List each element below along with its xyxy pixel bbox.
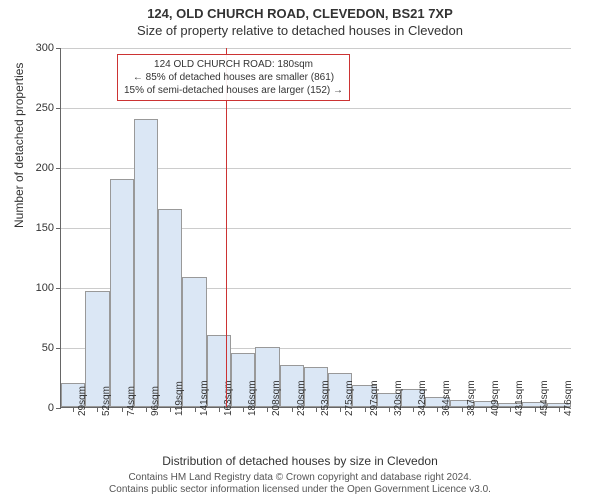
histogram-bar [158,209,182,407]
x-tick-label: 320sqm [393,380,404,416]
y-tick [56,228,61,229]
y-tick-label: 50 [14,342,54,354]
y-tick [56,348,61,349]
x-tick [122,407,123,412]
x-tick-label: 96sqm [150,386,161,416]
y-tick [56,108,61,109]
x-tick-label: 431sqm [514,380,525,416]
y-tick-label: 300 [14,42,54,54]
x-tick [170,407,171,412]
x-tick [292,407,293,412]
page-title: 124, OLD CHURCH ROAD, CLEVEDON, BS21 7XP [0,0,600,21]
y-tick-label: 150 [14,222,54,234]
y-tick-label: 0 [14,402,54,414]
x-tick [413,407,414,412]
x-tick-label: 253sqm [320,380,331,416]
x-tick-label: 476sqm [563,380,574,416]
x-tick-label: 74sqm [126,386,137,416]
x-tick-label: 163sqm [223,380,234,416]
x-tick [535,407,536,412]
y-tick [56,168,61,169]
y-tick-label: 100 [14,282,54,294]
x-tick [389,407,390,412]
page-subtitle: Size of property relative to detached ho… [0,21,600,38]
x-tick-label: 409sqm [490,380,501,416]
histogram-bar [110,179,134,407]
footer-text: Contains HM Land Registry data © Crown c… [0,472,600,496]
y-tick-label: 250 [14,102,54,114]
x-tick [437,407,438,412]
x-tick [267,407,268,412]
annotation-line: 15% of semi-detached houses are larger (… [124,84,343,97]
x-tick [73,407,74,412]
x-tick-label: 454sqm [539,380,550,416]
x-tick-label: 52sqm [101,386,112,416]
x-tick [146,407,147,412]
x-tick [340,407,341,412]
gridline [61,48,571,49]
x-tick [243,407,244,412]
footer-line-1: Contains HM Land Registry data © Crown c… [0,472,600,484]
annotation-box: 124 OLD CHURCH ROAD: 180sqm← 85% of deta… [117,54,350,101]
x-tick [365,407,366,412]
reference-line [226,48,227,407]
x-tick-label: 186sqm [247,380,258,416]
gridline [61,108,571,109]
y-tick-label: 200 [14,162,54,174]
y-tick [56,48,61,49]
x-tick-label: 230sqm [296,380,307,416]
x-tick-label: 29sqm [77,386,88,416]
x-tick-label: 208sqm [271,380,282,416]
x-tick-label: 297sqm [369,380,380,416]
plot-area: 05010015020025030029sqm52sqm74sqm96sqm11… [60,48,570,408]
footer-line-2: Contains public sector information licen… [0,484,600,496]
x-tick [510,407,511,412]
x-tick-label: 387sqm [466,380,477,416]
histogram-chart: 05010015020025030029sqm52sqm74sqm96sqm11… [60,48,570,408]
x-tick-label: 364sqm [441,380,452,416]
x-tick [219,407,220,412]
x-tick-label: 342sqm [417,380,428,416]
x-tick-label: 275sqm [344,380,355,416]
x-tick [559,407,560,412]
x-tick [97,407,98,412]
x-tick-label: 141sqm [199,380,210,416]
annotation-line: ← 85% of detached houses are smaller (86… [124,71,343,84]
y-tick [56,408,61,409]
y-axis-title: Number of detached properties [12,63,26,228]
x-axis-title: Distribution of detached houses by size … [0,454,600,468]
y-tick [56,288,61,289]
x-tick [195,407,196,412]
x-tick [462,407,463,412]
x-tick [316,407,317,412]
histogram-bar [134,119,158,407]
annotation-line: 124 OLD CHURCH ROAD: 180sqm [124,58,343,71]
x-tick [486,407,487,412]
x-tick-label: 119sqm [174,381,185,416]
